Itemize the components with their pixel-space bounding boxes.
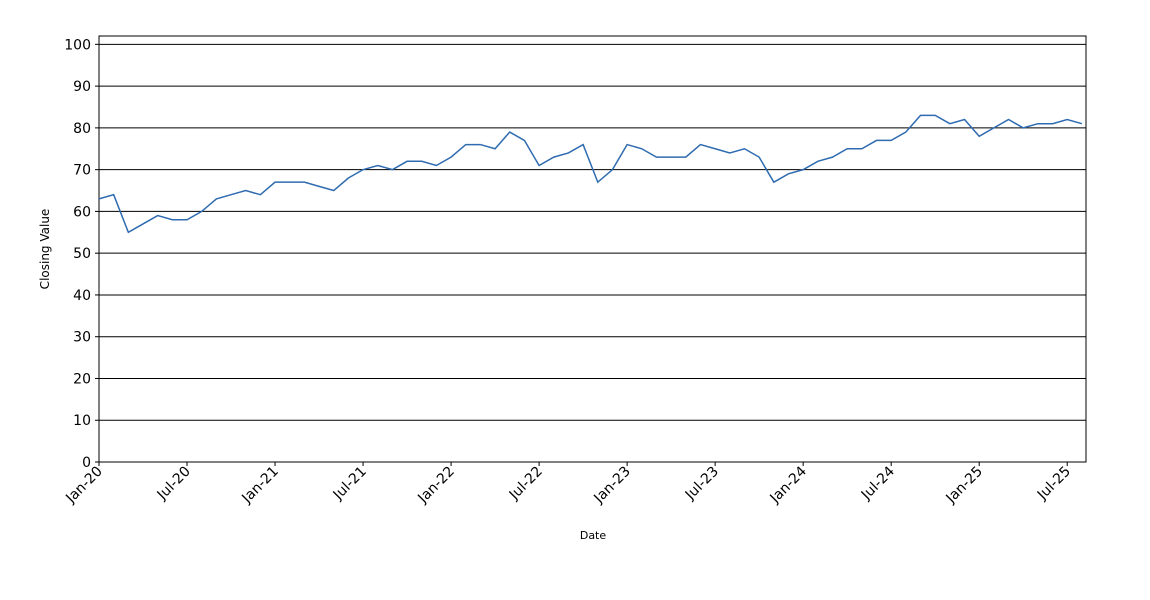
- x-tick-label: Jan-21: [238, 464, 281, 507]
- x-tick-label: Jul-25: [1034, 464, 1074, 504]
- x-tick-label: Jul-23: [682, 464, 722, 504]
- x-tick-label: Jan-23: [590, 464, 633, 507]
- x-tick-label: Jul-22: [506, 464, 546, 504]
- y-tick-label: 50: [73, 246, 91, 262]
- y-tick-label: 20: [73, 371, 91, 387]
- y-tick-label: 60: [73, 204, 91, 220]
- y-tick-label: 0: [82, 455, 91, 471]
- x-tick-label: Jul-24: [858, 463, 898, 503]
- y-tick-label: 70: [73, 163, 91, 179]
- y-tick-label: 30: [73, 330, 91, 346]
- x-tick-label: Jul-21: [330, 464, 370, 504]
- y-tick-label: 80: [73, 121, 91, 137]
- plot-area: [98, 35, 1087, 463]
- x-axis-label: Date: [580, 529, 607, 542]
- y-tick-label: 10: [73, 413, 91, 429]
- line-series: [98, 114, 1083, 234]
- x-tick-label: Jan-24: [767, 463, 811, 507]
- x-tick-label: Jul-20: [154, 464, 194, 504]
- y-tick-label: 40: [73, 288, 91, 304]
- x-tick-label: Jan-25: [943, 464, 986, 507]
- y-axis-label: Closing Value: [38, 209, 52, 290]
- y-tick-label: 100: [64, 37, 91, 53]
- y-tick-label: 90: [73, 79, 91, 95]
- x-tick-label: Jan-22: [414, 464, 457, 507]
